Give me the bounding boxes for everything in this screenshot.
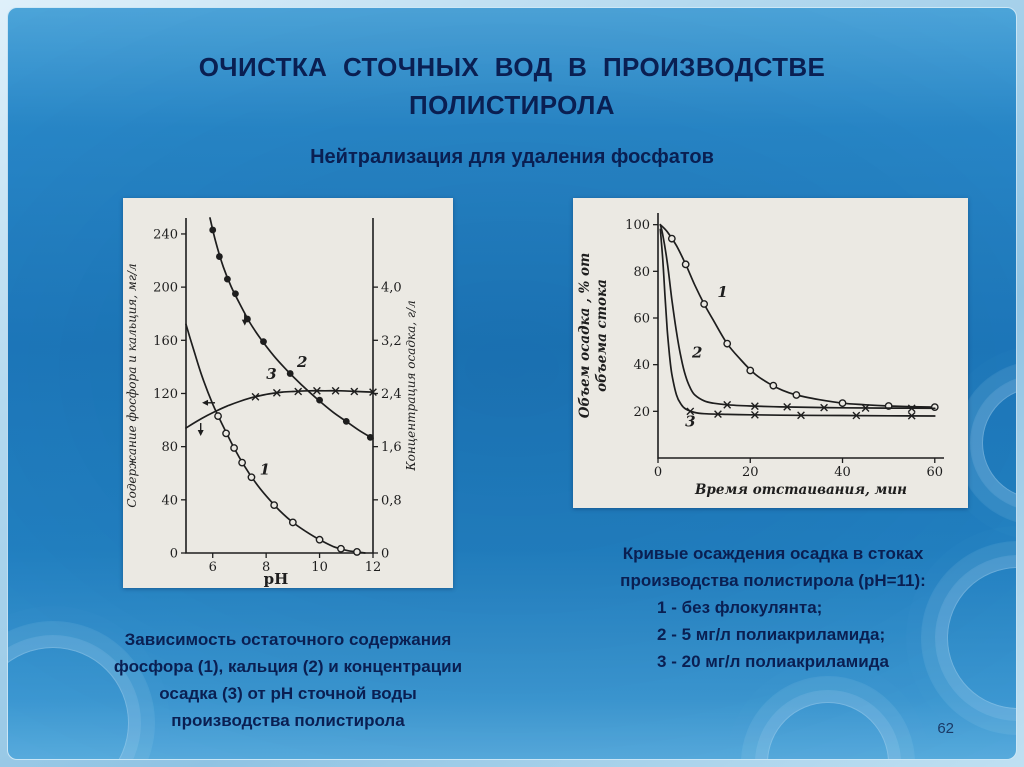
svg-text:объема стока: объема стока: [594, 279, 610, 392]
svg-text:2,4: 2,4: [381, 387, 402, 402]
svg-text:3: 3: [266, 365, 276, 383]
series-2: 2: [209, 217, 374, 441]
svg-text:60: 60: [633, 312, 650, 327]
arrow-annotation: [241, 312, 248, 326]
svg-text:20: 20: [742, 465, 759, 480]
sedimentation-chart-panel: 20 40 60 80 100 0 20 40 60 Объем осадка , % от объ…: [573, 198, 968, 508]
arrow-annotation: [197, 423, 204, 437]
svg-text:0: 0: [381, 547, 389, 562]
sedimentation-caption: Кривые осаждения осадка в стоках произво…: [588, 540, 958, 675]
page-number: 62: [937, 720, 954, 737]
svg-text:Время отстаивания, мин: Время отстаивания, мин: [694, 482, 907, 498]
ripple-decoration: [768, 703, 888, 759]
ripple-decoration: [983, 388, 1016, 498]
ripple-decoration: [948, 568, 1016, 708]
svg-text:12: 12: [365, 560, 382, 575]
ph-chart-caption: Зависимость остаточного содержания фосфо…: [113, 630, 463, 730]
sedimentation-caption-title: Кривые осаждения осадка в стоках произво…: [620, 544, 926, 590]
series-3: 3: [659, 228, 936, 431]
svg-text:240: 240: [153, 227, 178, 242]
svg-text:100: 100: [625, 218, 650, 233]
svg-text:40: 40: [633, 358, 650, 373]
slide-title-line-2: ПОЛИСТИРОЛА: [409, 90, 615, 120]
svg-text:0: 0: [654, 465, 662, 480]
ph-chart-panel: 0 40 80 120 160 200 240 0 0,8 1,6 2,4 3,2 4,0 6 8 10 12 С…: [123, 198, 453, 588]
legend-item-2: 2 - 5 мг/л полиакриламида;: [657, 625, 886, 644]
arrow-annotation: [202, 399, 216, 406]
svg-text:pH: pH: [264, 570, 289, 588]
slide-title: ОЧИСТКА СТОЧНЫХ ВОД В ПРОИЗВОДСТВЕ ПОЛИС…: [8, 48, 1016, 124]
ticks: 20 40 60 80 100 0 20 40 60: [625, 218, 943, 480]
axes: [657, 213, 944, 459]
axis-titles: Содержание фосфора и кальция, мг/л Концен…: [125, 263, 418, 588]
axis-titles: Объем осадка , % от объема стока Время отс…: [577, 253, 907, 498]
svg-text:6: 6: [209, 560, 217, 575]
svg-text:Концентрация осадка, г/л: Концентрация осадка, г/л: [404, 300, 418, 471]
svg-text:0: 0: [170, 547, 178, 562]
legend-item-1: 1 - без флокулянта;: [657, 598, 823, 617]
legend-items: 1 - без флокулянта; 2 - 5 мг/л полиакрил…: [657, 594, 889, 675]
svg-text:80: 80: [633, 265, 650, 280]
slide-subtitle: Нейтрализация для удаления фосфатов: [310, 146, 714, 168]
series-1: 1: [659, 223, 939, 412]
svg-text:0,8: 0,8: [381, 493, 402, 508]
svg-text:10: 10: [311, 560, 328, 575]
svg-text:200: 200: [153, 281, 178, 296]
svg-text:40: 40: [161, 493, 178, 508]
svg-text:1: 1: [260, 461, 270, 479]
svg-text:1: 1: [717, 283, 727, 301]
svg-text:3,2: 3,2: [381, 334, 402, 349]
svg-text:3: 3: [685, 413, 695, 431]
svg-text:Объем осадка , % от: Объем осадка , % от: [577, 253, 593, 419]
slide-title-line-1: ОЧИСТКА СТОЧНЫХ ВОД В ПРОИЗВОДСТВЕ: [198, 52, 826, 82]
svg-text:20: 20: [633, 405, 650, 420]
svg-text:120: 120: [153, 387, 178, 402]
series-2: 2: [659, 223, 936, 413]
svg-text:8: 8: [262, 560, 270, 575]
svg-text:4,0: 4,0: [381, 281, 402, 296]
series-1: 1: [185, 323, 366, 556]
axes: [185, 218, 374, 554]
svg-text:2: 2: [296, 353, 307, 371]
svg-text:160: 160: [153, 334, 178, 349]
slide-background: ОЧИСТКА СТОЧНЫХ ВОД В ПРОИЗВОДСТВЕ ПОЛИС…: [7, 7, 1017, 760]
svg-text:80: 80: [161, 440, 178, 455]
svg-text:2: 2: [691, 344, 702, 362]
legend-item-3: 3 - 20 мг/л полиакриламида: [657, 652, 889, 671]
svg-text:60: 60: [927, 465, 944, 480]
svg-text:Содержание фосфора и кальция,: Содержание фосфора и кальция, мг/л: [125, 263, 139, 507]
series-3: 3: [185, 365, 377, 429]
svg-text:40: 40: [834, 465, 851, 480]
svg-text:1,6: 1,6: [381, 440, 402, 455]
